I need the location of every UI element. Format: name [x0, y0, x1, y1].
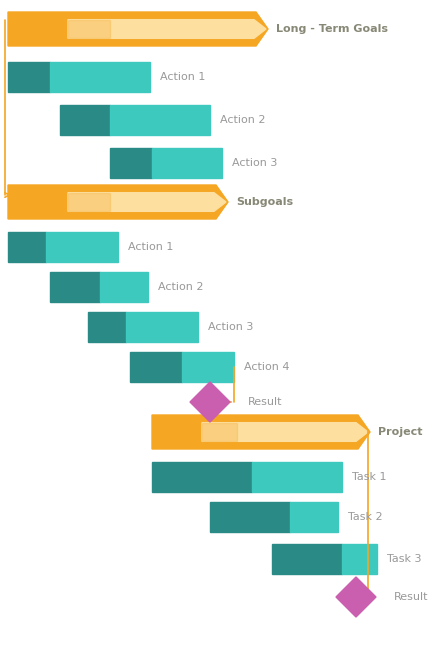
Bar — [182, 352, 234, 382]
Text: Action 3: Action 3 — [232, 158, 277, 168]
Bar — [8, 62, 50, 92]
Text: Result: Result — [248, 397, 283, 407]
Bar — [152, 148, 222, 178]
Bar — [68, 20, 110, 39]
Text: Project: Project — [378, 427, 422, 437]
Text: Action 4: Action 4 — [244, 362, 290, 372]
Bar — [110, 148, 152, 178]
Polygon shape — [336, 577, 376, 617]
Text: Action 1: Action 1 — [160, 72, 205, 82]
Bar — [50, 272, 100, 302]
Text: Task 1: Task 1 — [352, 472, 386, 482]
Text: Action 2: Action 2 — [158, 282, 204, 292]
Bar — [46, 232, 118, 262]
Bar — [210, 502, 290, 532]
Bar — [152, 462, 252, 492]
Bar — [8, 232, 46, 262]
Bar — [110, 105, 210, 135]
Text: Task 2: Task 2 — [348, 512, 383, 522]
Bar — [60, 105, 110, 135]
Bar — [68, 193, 110, 211]
Polygon shape — [152, 415, 370, 449]
Text: Subgoals: Subgoals — [236, 197, 293, 207]
Text: Action 2: Action 2 — [220, 115, 266, 125]
Bar — [252, 462, 342, 492]
Bar — [342, 544, 377, 574]
Text: Result: Result — [394, 592, 429, 602]
Polygon shape — [68, 20, 266, 39]
Polygon shape — [202, 422, 368, 441]
Bar — [50, 62, 150, 92]
Bar — [130, 352, 182, 382]
Bar — [100, 272, 148, 302]
Bar — [202, 422, 237, 441]
Bar — [126, 312, 198, 342]
Bar — [272, 544, 342, 574]
Bar — [290, 502, 338, 532]
Text: Long - Term Goals: Long - Term Goals — [276, 24, 388, 34]
Polygon shape — [68, 193, 226, 211]
Text: Action 3: Action 3 — [208, 322, 253, 332]
Polygon shape — [8, 12, 268, 46]
Polygon shape — [190, 382, 230, 422]
Bar — [88, 312, 126, 342]
Text: Action 1: Action 1 — [128, 242, 174, 252]
Text: Task 3: Task 3 — [387, 554, 422, 564]
Polygon shape — [8, 185, 228, 219]
